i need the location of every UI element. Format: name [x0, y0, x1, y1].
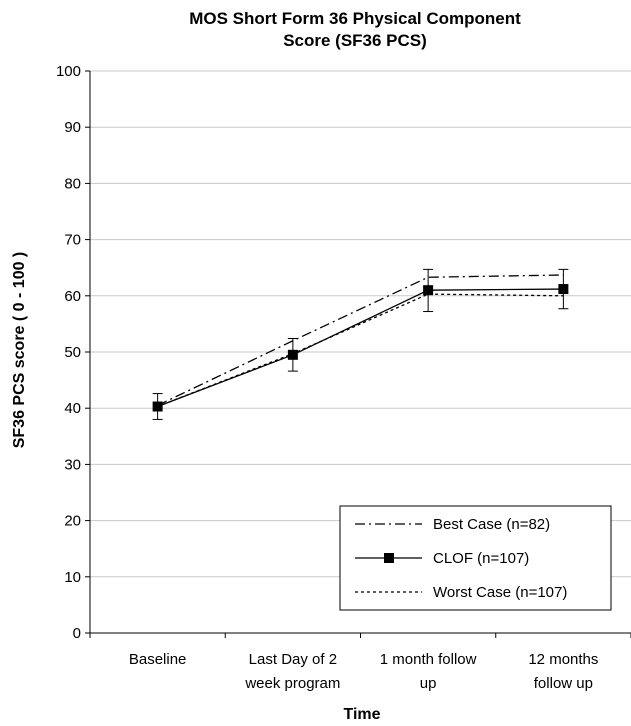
- x-tick-label: 1 month follow: [380, 651, 477, 668]
- legend-label: CLOF (n=107): [433, 550, 529, 567]
- chart-title-line-2: Score (SF36 PCS): [283, 31, 427, 50]
- y-tick-label: 10: [64, 569, 81, 586]
- y-tick-label: 70: [64, 232, 81, 249]
- y-tick-label: 40: [64, 400, 81, 417]
- series-2: [157, 293, 564, 408]
- series-0: [157, 274, 564, 406]
- x-tick-label: Baseline: [129, 651, 187, 668]
- x-tick-label: Last Day of 2: [249, 651, 337, 668]
- series-line: [157, 293, 564, 408]
- y-tick-label: 60: [64, 288, 81, 305]
- y-tick-label: 30: [64, 456, 81, 473]
- y-tick-label: 90: [64, 119, 81, 136]
- y-axis-ticks: 0 10 20 30 40 50 60 70 80 90 100: [56, 63, 90, 642]
- data-point: [558, 284, 569, 295]
- y-tick-label: 50: [64, 344, 81, 361]
- data-point: [287, 349, 298, 360]
- x-axis-title: Time: [343, 706, 380, 723]
- series-1: [152, 268, 569, 420]
- y-tick-label: 80: [64, 175, 81, 192]
- legend: Best Case (n=82) CLOF (n=107) Worst Case (…: [339, 505, 612, 611]
- gridlines: [90, 70, 631, 578]
- x-tick-label: follow up: [534, 675, 593, 692]
- x-axis-ticks: Baseline Last Day of 2 week program 1 month…: [89, 633, 631, 692]
- x-tick-label: week program: [244, 675, 340, 692]
- y-tick-label: 20: [64, 513, 81, 530]
- y-tick-label: 0: [73, 625, 81, 642]
- series-group: [152, 268, 569, 420]
- x-tick-label: 12 months: [528, 651, 598, 668]
- series-line: [157, 288, 564, 408]
- legend-marker: [384, 553, 394, 563]
- data-point: [423, 285, 434, 296]
- legend-label: Best Case (n=82): [433, 516, 550, 533]
- chart-title-line-1: MOS Short Form 36 Physical Component: [189, 9, 521, 28]
- y-axis-title: SF36 PCS score ( 0 - 100 ): [11, 252, 28, 449]
- legend-label: Worst Case (n=107): [433, 584, 567, 601]
- series-line: [157, 274, 564, 406]
- x-tick-label: up: [420, 675, 437, 692]
- y-tick-label: 100: [56, 63, 81, 80]
